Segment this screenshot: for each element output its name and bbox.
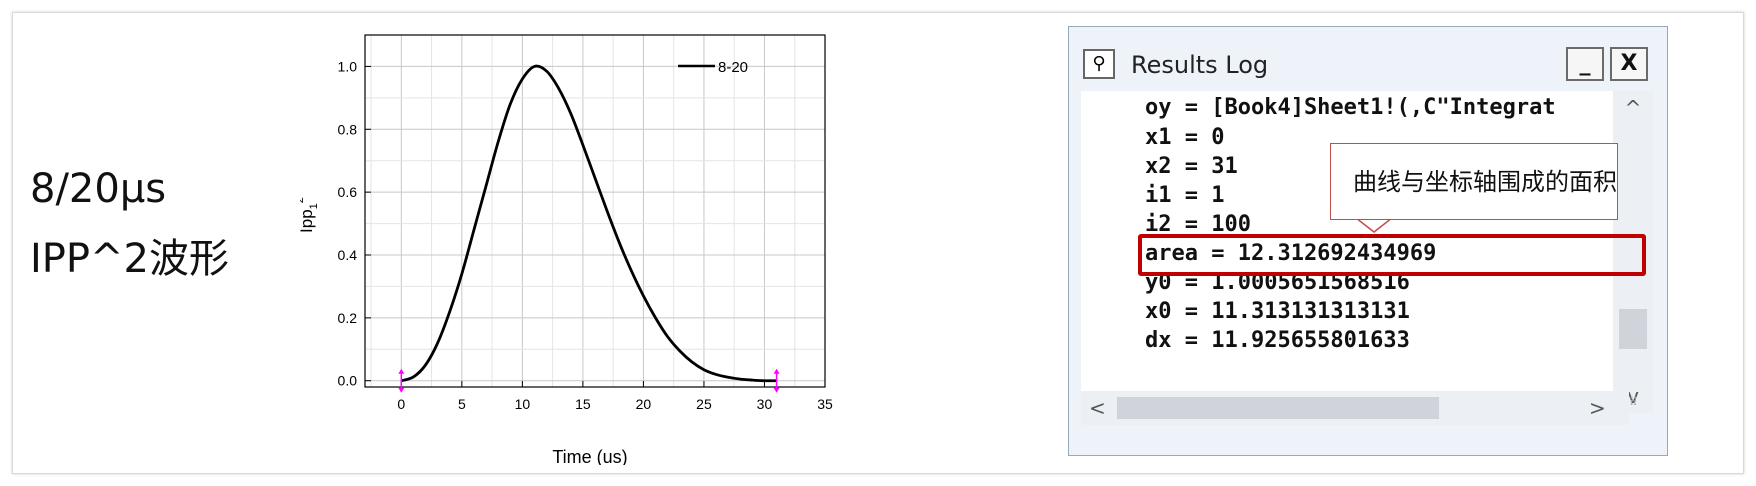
x-tick-label: 10 — [515, 396, 531, 412]
y-axis-label-sub: 1 — [308, 203, 320, 209]
scroll-right-icon[interactable]: > — [1589, 396, 1606, 420]
x-tick-label: 20 — [636, 396, 652, 412]
area-highlight-box — [1138, 234, 1646, 276]
y-tick-label: 0.0 — [338, 373, 358, 389]
results-log-icon[interactable]: ⚲ — [1083, 49, 1115, 79]
range-marker-arrow-down — [398, 387, 405, 393]
slide-title-line-1: 8/20μs — [30, 166, 167, 212]
results-log-title: Results Log — [1131, 51, 1269, 79]
x-tick-label: 5 — [458, 396, 466, 412]
log-line: x0 = 11.313131313131 — [1145, 299, 1410, 324]
y-axis-label: Ipp12 — [300, 197, 320, 233]
log-line-area: area = 12.312692434969 — [1145, 241, 1437, 266]
series-line-8-20 — [400, 64, 777, 383]
horizontal-scroll-thumb[interactable] — [1117, 397, 1439, 419]
horizontal-scrollbar[interactable]: < > — [1081, 391, 1629, 425]
results-log-titlebar[interactable]: ⚲ Results Log _ X — [1069, 27, 1667, 91]
close-button[interactable]: X — [1610, 47, 1648, 81]
log-line: dx = 11.925655801633 — [1145, 328, 1410, 353]
callout-text: 曲线与坐标轴围成的面积 — [1353, 168, 1617, 196]
chart-grid — [365, 34, 826, 387]
vertical-scrollbar[interactable]: ^ v — [1613, 91, 1653, 413]
log-line: oy = [Book4]Sheet1!(,C"Integrat — [1145, 95, 1556, 120]
log-line: i2 = 100 — [1145, 212, 1251, 237]
chart-ticks: 0 5 10 15 20 25 30 35 0.0 0.2 0.4 0.6 0.8 1.0 — [338, 58, 833, 412]
y-tick-label: 0.6 — [338, 184, 358, 200]
y-axis-label-sup: 2 — [300, 197, 306, 203]
chart-legend: 8-20 — [678, 59, 748, 76]
range-marker-arrow-up — [773, 368, 780, 374]
scroll-up-icon[interactable]: ^ — [1624, 96, 1642, 120]
resize-grip-icon[interactable]: ⠿ — [1629, 395, 1638, 409]
log-line: x2 = 31 — [1145, 154, 1238, 179]
plot-frame — [364, 34, 826, 388]
range-marker-arrow-down — [773, 387, 780, 393]
x-axis-label: Time (us) — [552, 447, 627, 465]
results-log-window: ⚲ Results Log _ X oy = [Book4]Sheet1!(,C… — [1068, 26, 1668, 456]
chart-series — [400, 64, 777, 383]
y-tick-label: 0.8 — [338, 121, 358, 137]
slide-title-line-2: IPP^2波形 — [30, 236, 230, 282]
waveform-chart: 0 5 10 15 20 25 30 35 0.0 0.2 0.4 0.6 0.8 1.0 8-20 Ti… — [300, 34, 833, 465]
svg-text:Ipp12: Ipp12 — [300, 197, 320, 233]
y-axis-label-base: Ipp — [300, 209, 316, 233]
x-tick-label: 25 — [696, 396, 712, 412]
x-tick-label: 35 — [817, 396, 833, 412]
log-line: x1 = 0 — [1145, 125, 1225, 150]
callout-box: 曲线与坐标轴围成的面积 — [1330, 143, 1618, 220]
scroll-left-icon[interactable]: < — [1089, 396, 1106, 420]
scroll-down-icon[interactable]: v — [1627, 384, 1639, 408]
minimize-button[interactable]: _ — [1566, 47, 1604, 81]
x-tick-label: 15 — [575, 396, 591, 412]
vertical-scroll-thumb[interactable] — [1619, 309, 1647, 349]
legend-label-8-20: 8-20 — [718, 59, 748, 76]
y-tick-label: 0.4 — [338, 247, 358, 263]
y-tick-label: 1.0 — [338, 58, 358, 74]
log-line: i1 = 1 — [1145, 183, 1225, 208]
range-marker-arrow-up — [398, 368, 405, 374]
x-tick-label: 0 — [397, 396, 405, 412]
chart-markers — [398, 368, 780, 393]
results-log-content[interactable]: oy = [Book4]Sheet1!(,C"Integrat x1 = 0 x… — [1081, 91, 1629, 391]
y-tick-label: 0.2 — [338, 310, 358, 326]
x-tick-label: 30 — [757, 396, 773, 412]
